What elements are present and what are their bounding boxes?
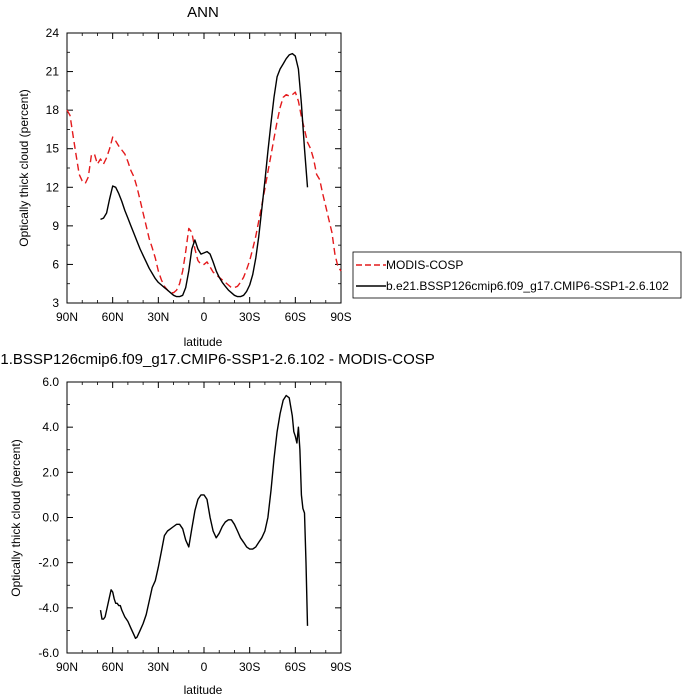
bottom-y-tick-label: -2.0 [38, 556, 59, 570]
legend-label-model: b.e21.BSSP126cmip6.f09_g17.CMIP6-SSP1-2.… [386, 279, 669, 293]
legend: MODIS-COSP b.e21.BSSP126cmip6.f09_g17.CM… [352, 251, 682, 299]
bottom-x-tick-label: 60N [102, 660, 124, 674]
top-y-tick-label: 6 [52, 257, 59, 271]
top-y-axis-label: Optically thick cloud (percent) [17, 89, 31, 246]
bottom-y-axis-label: Optically thick cloud (percent) [9, 439, 23, 596]
bottom-y-tick-label: 0.0 [42, 511, 59, 525]
legend-box [352, 251, 682, 299]
top-y-tick-label: 12 [46, 180, 60, 194]
bottom-x-axis-label: latitude [184, 683, 223, 697]
top-y-tick-label: 18 [46, 103, 60, 117]
bottom-x-tick-label: 90S [330, 660, 351, 674]
top-plot-area: 90N 60N 30N 0 30S 60S 90S 3 6 9 12 15 18 21 24 [46, 26, 352, 324]
bottom-x-tick-label: 30N [147, 660, 169, 674]
top-plot-frame [66, 32, 342, 304]
bottom-x-tick-label: 30S [239, 660, 260, 674]
top-series-line-1 [100, 52, 309, 298]
bottom-y-tick-label: -4.0 [38, 601, 59, 615]
bottom-plot-frame [66, 381, 342, 654]
top-x-tick-label: 30N [147, 310, 169, 324]
top-y-tick-label: 15 [46, 142, 60, 156]
top-x-tick-label: 90N [56, 310, 78, 324]
bottom-y-tick-label: 6.0 [42, 375, 59, 389]
bottom-series-line-0 [99, 394, 309, 639]
top-x-tick-label: 60S [285, 310, 306, 324]
bottom-panel: b.e21.BSSP126cmip6.f09_g17.CMIP6-SSP1-2.… [0, 351, 435, 697]
top-x-tick-label: 30S [239, 310, 260, 324]
top-x-axis-label: latitude [184, 335, 223, 349]
bottom-x-tick-label: 90N [56, 660, 78, 674]
top-series-line-0 [66, 91, 342, 294]
top-panel: ANN 90N 60N 30N 0 30S 60S 90S 3 6 9 12 15 18 21 24 lat… [17, 4, 352, 349]
top-chart-title: ANN [187, 4, 219, 21]
top-x-tick-label: 0 [201, 310, 208, 324]
top-x-tick-label: 60N [102, 310, 124, 324]
top-y-tick-label: 3 [52, 296, 59, 310]
bottom-x-tick-label: 0 [201, 660, 208, 674]
bottom-y-tick-label: 4.0 [42, 420, 59, 434]
bottom-y-tick-label: -6.0 [38, 646, 59, 660]
bottom-plot-area: 90N 60N 30N 0 30S 60S 90S -6.0 -4.0 -2.0 0.0 2.0 4.0… [38, 375, 351, 674]
legend-label-modis: MODIS-COSP [386, 258, 463, 272]
bottom-chart-title: b.e21.BSSP126cmip6.f09_g17.CMIP6-SSP1-2.… [0, 351, 435, 368]
bottom-x-tick-label: 60S [285, 660, 306, 674]
top-y-tick-label: 9 [52, 219, 59, 233]
top-y-tick-label: 24 [46, 26, 60, 40]
top-x-tick-label: 90S [330, 310, 351, 324]
bottom-y-tick-label: 2.0 [42, 465, 59, 479]
top-y-tick-label: 21 [46, 65, 60, 79]
